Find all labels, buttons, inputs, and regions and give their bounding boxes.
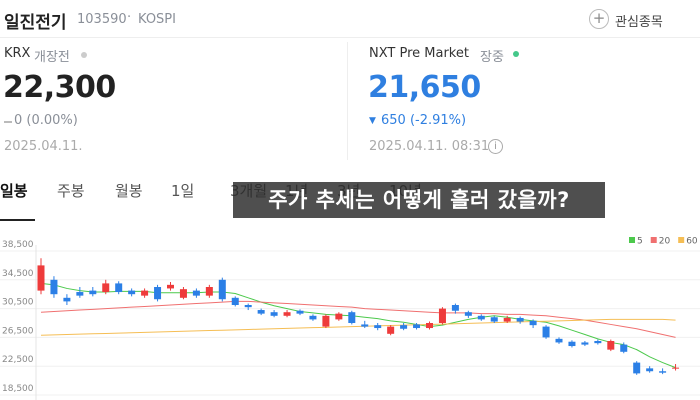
down-arrow: ▼ [369,116,376,126]
legend-label: 5 [637,237,643,247]
candle-body [244,305,252,308]
candle-body [309,315,317,320]
candle-body [413,324,421,329]
y-tick-label: 26,500 [2,326,34,336]
candle-body [594,341,602,344]
info-icon[interactable]: i [488,139,503,154]
candle-body [270,312,278,316]
stock-name: 일진전기 [4,13,67,33]
krx-change: 0 (0.00%) [14,113,78,128]
divider [0,37,700,38]
tab[interactable]: 1일 [171,182,195,200]
legend-label: 20 [659,237,671,247]
panel-divider [347,42,348,160]
nxt-status: 장중 [480,50,504,65]
legend-swatch [629,237,635,243]
watch-button[interactable]: 관심종목 [615,15,663,30]
candle-body [400,325,408,329]
y-tick-label: 38,500 [2,240,34,250]
candle-body [659,371,667,373]
candle-body [387,326,395,334]
tab-underline [0,219,35,221]
candle-body [37,265,45,291]
candle-body [361,324,369,327]
candle-body [516,317,524,322]
tab[interactable]: 주봉 [57,182,85,200]
candle-chart: 38,500 34,500 30,500 26,500 22,500 18,500 5 20 6… [0,237,700,400]
candle-body [633,362,641,374]
candle-body [646,368,654,372]
candle-body [76,292,84,296]
market: KOSPI [138,12,176,27]
candle-body [102,283,110,293]
y-tick-label: 22,500 [2,355,34,365]
candle-body [374,325,382,329]
candle-body [581,342,589,345]
candle-body [205,287,213,296]
candle-body [348,312,356,323]
nxt-change: 650 (-2.91%) [381,113,467,128]
candle-body [607,341,615,350]
candle-body [672,367,680,369]
candle-body [115,283,123,293]
candle-body [555,338,563,343]
overlay-box [233,182,605,218]
status-dot [81,52,87,58]
candle-body [257,310,265,314]
candle-body [503,317,511,322]
candle-body [218,279,226,300]
candle-body [322,315,330,327]
candle-body [568,341,576,347]
legend-swatch [650,237,657,243]
legend-swatch [678,237,685,243]
candle-body [231,297,239,305]
krx-price: 22,300 [3,70,116,105]
flat-icon [4,121,12,123]
ma-line [40,282,676,369]
candle-body [451,305,459,311]
tab[interactable]: 월봉 [115,182,143,200]
nxt-label: NXT Pre Market [369,46,469,61]
candle-body [63,297,71,302]
candle-body [141,290,149,296]
candle-body [426,323,433,329]
overlay-text: 주가 추세는 어떻게 흘러 갔을까? [268,188,570,212]
krx-date: 2025.04.11. [4,139,83,154]
add-icon[interactable]: + [589,9,609,29]
candle-body [335,313,343,320]
krx-label: KRX [4,46,31,61]
tab[interactable]: 일봉 [0,182,28,200]
candle-body [179,289,187,298]
candle-body [89,290,97,295]
separator: · [127,10,132,25]
ma-line [40,300,676,338]
candle-body [477,315,485,320]
stock-code: 103590 [77,12,127,27]
legend-label: 60 [686,237,698,247]
candle-body [620,344,628,352]
y-tick-label: 30,500 [2,298,34,308]
candle-body [167,284,174,289]
candle-body [529,320,537,326]
nxt-price: 21,650 [368,70,481,105]
candle-body [192,290,200,296]
status-dot [513,51,519,57]
krx-status: 개장전 [34,50,70,65]
candle-body [154,287,162,300]
candle-body [128,290,136,295]
nxt-date: 2025.04.11. 08:31 [369,139,490,154]
candle-body [438,308,446,323]
ma-line [40,318,676,336]
candle-body [464,312,472,316]
y-tick-label: 18,500 [2,384,34,394]
candle-body [50,279,58,295]
candle-body [490,317,498,322]
candle-body [542,326,550,338]
candle-body [296,310,304,314]
y-tick-label: 34,500 [2,269,34,279]
candle-body [283,312,291,316]
